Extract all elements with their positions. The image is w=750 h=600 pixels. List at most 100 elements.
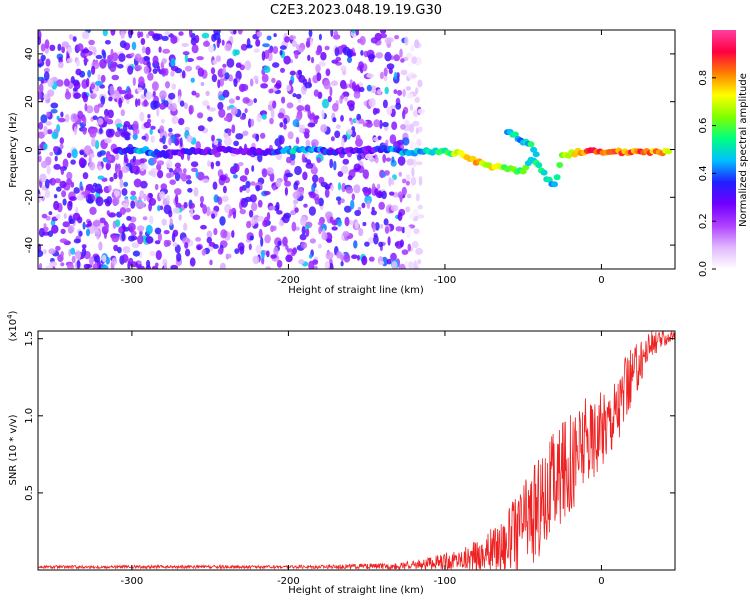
noise-speckle (170, 70, 175, 77)
noise-speckle (185, 179, 192, 185)
noise-speckle (143, 193, 147, 202)
noise-speckle (219, 216, 226, 226)
noise-speckle (276, 210, 283, 215)
noise-speckle (163, 204, 172, 215)
noise-speckle (368, 98, 376, 108)
noise-speckle (144, 133, 149, 142)
noise-speckle (145, 91, 153, 100)
noise-speckle (205, 90, 210, 97)
noise-speckle (365, 153, 373, 160)
noise-speckle (374, 156, 379, 164)
noise-speckle (186, 174, 192, 180)
noise-speckle (342, 231, 350, 237)
noise-speckle (47, 230, 54, 237)
noise-speckle (182, 237, 190, 245)
noise-speckle (256, 31, 263, 38)
noise-speckle (361, 202, 366, 209)
noise-speckle (358, 228, 364, 237)
noise-speckle (291, 251, 296, 256)
noise-speckle (320, 51, 327, 61)
noise-speckle (255, 133, 260, 142)
noise-speckle (200, 224, 207, 230)
noise-speckle (407, 243, 412, 252)
noise-speckle (187, 187, 193, 193)
noise-speckle (275, 201, 280, 211)
noise-speckle (186, 58, 195, 62)
noise-speckle (358, 118, 365, 124)
noise-speckle (316, 157, 321, 164)
noise-speckle (159, 90, 167, 100)
noise-speckle (354, 209, 362, 217)
ridge-point (535, 162, 543, 169)
x-tick-label: -300 (121, 275, 144, 286)
spectrogram-noise (38, 30, 426, 269)
noise-speckle (235, 133, 244, 140)
noise-speckle (324, 188, 330, 198)
noise-speckle (99, 127, 103, 134)
noise-speckle (415, 247, 424, 255)
noise-speckle (219, 78, 225, 87)
noise-speckle (222, 89, 230, 98)
noise-speckle (92, 182, 98, 188)
noise-speckle (38, 91, 42, 100)
noise-speckle (310, 56, 315, 64)
noise-speckle (244, 108, 248, 114)
noise-speckle (112, 196, 120, 206)
noise-speckle (148, 202, 153, 212)
noise-speckle (67, 46, 73, 54)
noise-speckle (163, 230, 170, 235)
noise-speckle (117, 86, 122, 92)
noise-speckle (337, 171, 344, 177)
noise-speckle (333, 30, 339, 36)
noise-speckle (64, 91, 72, 100)
noise-speckle (196, 245, 202, 251)
noise-speckle (340, 165, 349, 174)
colorbar-tick-label: 0.6 (698, 118, 709, 134)
noise-speckle (262, 219, 269, 228)
noise-speckle (400, 58, 405, 63)
noise-speckle (168, 92, 176, 100)
noise-speckle (42, 249, 47, 255)
noise-speckle (91, 65, 96, 75)
noise-speckle (379, 71, 384, 80)
noise-speckle (154, 262, 159, 268)
noise-speckle (143, 56, 150, 62)
noise-speckle (342, 158, 350, 165)
noise-speckle (161, 135, 166, 145)
noise-speckle (347, 128, 353, 136)
noise-speckle (176, 252, 182, 262)
noise-speckle (162, 48, 171, 54)
noise-speckle (83, 58, 89, 63)
noise-speckle (104, 108, 109, 117)
noise-speckle (121, 254, 129, 263)
noise-speckle (320, 124, 328, 133)
noise-speckle (88, 39, 95, 46)
noise-speckle (40, 114, 48, 124)
noise-speckle (360, 50, 364, 56)
noise-speckle (81, 247, 87, 257)
noise-speckle (303, 203, 308, 208)
noise-speckle (113, 190, 120, 197)
noise-speckle (69, 196, 77, 202)
noise-speckle (195, 92, 200, 98)
noise-speckle (415, 161, 423, 166)
noise-speckle (86, 185, 93, 191)
noise-speckle (117, 246, 122, 254)
noise-speckle (317, 243, 322, 249)
noise-speckle (318, 61, 326, 67)
noise-speckle (109, 63, 117, 72)
noise-speckle (331, 59, 339, 64)
noise-speckle (207, 159, 211, 167)
noise-speckle (168, 168, 174, 173)
noise-speckle (382, 121, 389, 128)
noise-speckle (76, 194, 85, 201)
noise-speckle (248, 118, 252, 128)
noise-speckle (379, 260, 385, 266)
noise-speckle (106, 210, 111, 216)
noise-speckle (44, 190, 51, 198)
noise-speckle (274, 83, 282, 90)
noise-speckle (373, 234, 379, 245)
noise-speckle (139, 230, 143, 237)
noise-speckle (355, 30, 359, 36)
noise-speckle (228, 98, 235, 104)
